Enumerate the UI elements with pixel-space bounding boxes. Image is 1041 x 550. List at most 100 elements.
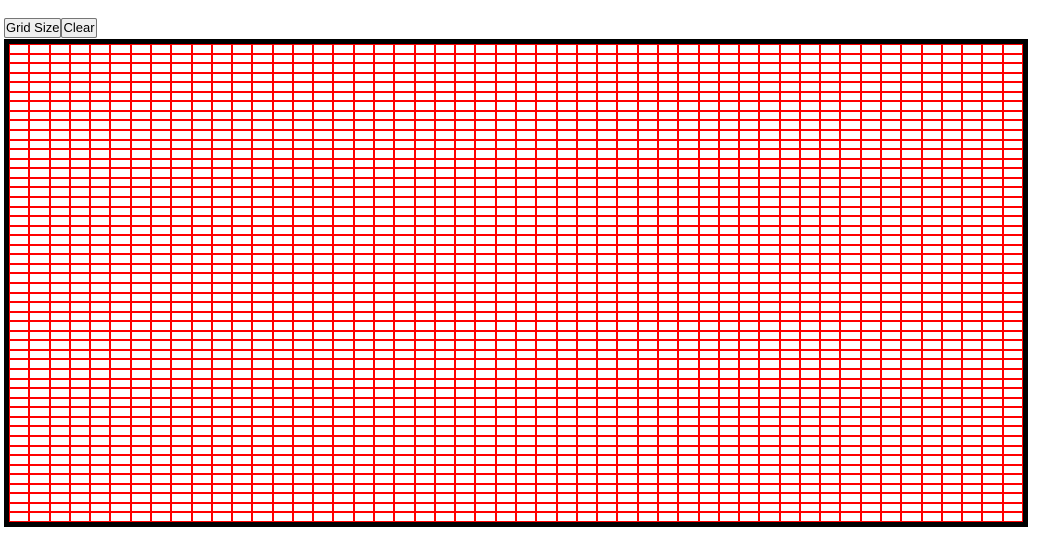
grid-cell[interactable] (1002, 493, 1023, 503)
grid-cell[interactable] (394, 139, 415, 150)
grid-cell[interactable] (292, 53, 314, 64)
grid-cell[interactable] (110, 321, 131, 331)
grid-cell[interactable] (536, 397, 557, 408)
grid-cell[interactable] (516, 158, 537, 169)
grid-cell[interactable] (333, 359, 354, 370)
grid-cell[interactable] (333, 139, 354, 150)
grid-size-button[interactable]: Grid Size (4, 18, 62, 38)
grid-cell[interactable] (495, 388, 516, 398)
grid-cell[interactable] (516, 483, 537, 494)
grid-cell[interactable] (333, 416, 354, 427)
grid-cell[interactable] (698, 445, 719, 456)
grid-cell[interactable] (982, 244, 1003, 255)
grid-cell[interactable] (150, 206, 172, 217)
grid-cell[interactable] (779, 388, 800, 398)
grid-cell[interactable] (637, 196, 658, 207)
grid-cell[interactable] (921, 321, 942, 331)
grid-cell[interactable] (678, 196, 699, 207)
grid-cell[interactable] (759, 435, 780, 446)
grid-cell[interactable] (292, 273, 314, 283)
grid-cell[interactable] (576, 302, 598, 312)
grid-cell[interactable] (49, 416, 70, 427)
grid-cell[interactable] (698, 120, 719, 131)
grid-cell[interactable] (881, 196, 902, 207)
grid-cell[interactable] (536, 196, 557, 207)
grid-cell[interactable] (475, 407, 496, 417)
grid-cell[interactable] (881, 149, 902, 159)
grid-cell[interactable] (9, 225, 30, 236)
grid-cell[interactable] (29, 483, 50, 494)
grid-cell[interactable] (1002, 254, 1023, 264)
grid-cell[interactable] (718, 378, 740, 389)
grid-cell[interactable] (374, 244, 395, 255)
grid-cell[interactable] (962, 493, 983, 503)
grid-cell[interactable] (90, 455, 111, 465)
grid-cell[interactable] (475, 91, 496, 102)
grid-cell[interactable] (698, 435, 719, 446)
grid-cell[interactable] (150, 120, 172, 131)
grid-cell[interactable] (191, 302, 212, 312)
grid-cell[interactable] (394, 330, 415, 341)
grid-cell[interactable] (739, 225, 760, 236)
grid-cell[interactable] (1002, 225, 1023, 236)
grid-cell[interactable] (941, 168, 963, 178)
grid-cell[interactable] (232, 196, 253, 207)
grid-cell[interactable] (69, 340, 91, 350)
grid-cell[interactable] (739, 72, 760, 83)
grid-cell[interactable] (637, 273, 658, 283)
grid-cell[interactable] (110, 311, 131, 322)
grid-cell[interactable] (353, 359, 375, 370)
grid-cell[interactable] (820, 216, 841, 226)
grid-cell[interactable] (211, 120, 233, 131)
grid-cell[interactable] (597, 254, 618, 264)
grid-cell[interactable] (617, 225, 638, 236)
grid-cell[interactable] (718, 273, 740, 283)
grid-cell[interactable] (901, 168, 922, 178)
grid-cell[interactable] (495, 292, 516, 303)
grid-cell[interactable] (394, 407, 415, 417)
grid-cell[interactable] (353, 149, 375, 159)
grid-cell[interactable] (840, 455, 861, 465)
grid-cell[interactable] (962, 397, 983, 408)
grid-cell[interactable] (475, 369, 496, 379)
grid-cell[interactable] (313, 502, 334, 513)
grid-cell[interactable] (49, 397, 70, 408)
grid-cell[interactable] (130, 311, 151, 322)
grid-cell[interactable] (394, 225, 415, 236)
grid-cell[interactable] (799, 426, 821, 436)
grid-cell[interactable] (759, 110, 780, 121)
grid-cell[interactable] (49, 263, 70, 274)
grid-cell[interactable] (881, 177, 902, 188)
grid-cell[interactable] (211, 177, 233, 188)
grid-cell[interactable] (171, 130, 192, 140)
grid-cell[interactable] (130, 206, 151, 217)
grid-cell[interactable] (171, 340, 192, 350)
grid-cell[interactable] (191, 196, 212, 207)
grid-cell[interactable] (130, 397, 151, 408)
grid-cell[interactable] (29, 416, 50, 427)
grid-cell[interactable] (49, 168, 70, 178)
grid-cell[interactable] (941, 302, 963, 312)
grid-cell[interactable] (840, 349, 861, 360)
grid-cell[interactable] (211, 397, 233, 408)
grid-cell[interactable] (941, 177, 963, 188)
grid-cell[interactable] (191, 63, 212, 73)
grid-cell[interactable] (9, 512, 30, 522)
grid-cell[interactable] (475, 225, 496, 236)
grid-cell[interactable] (252, 483, 273, 494)
grid-cell[interactable] (536, 254, 557, 264)
grid-cell[interactable] (110, 44, 131, 54)
grid-cell[interactable] (556, 177, 577, 188)
grid-cell[interactable] (597, 455, 618, 465)
grid-cell[interactable] (576, 455, 598, 465)
grid-cell[interactable] (374, 349, 395, 360)
grid-cell[interactable] (232, 493, 253, 503)
grid-cell[interactable] (962, 502, 983, 513)
grid-cell[interactable] (49, 254, 70, 264)
grid-cell[interactable] (657, 369, 679, 379)
grid-cell[interactable] (333, 455, 354, 465)
grid-cell[interactable] (110, 139, 131, 150)
grid-cell[interactable] (576, 63, 598, 73)
grid-cell[interactable] (252, 225, 273, 236)
grid-cell[interactable] (516, 101, 537, 111)
